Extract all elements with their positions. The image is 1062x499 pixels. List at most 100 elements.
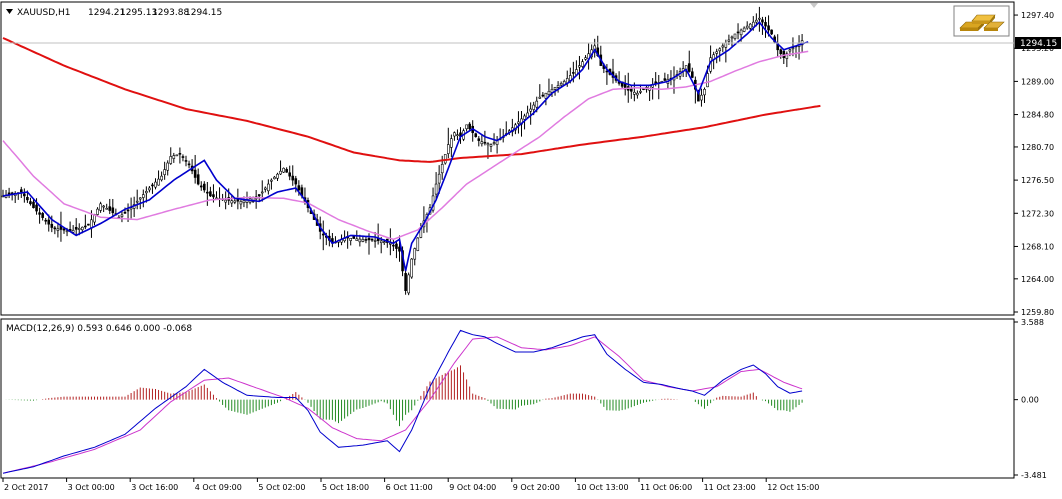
candle-body: [47, 219, 51, 225]
candle-body: [35, 204, 38, 212]
candle-body: [358, 238, 362, 243]
candle-body: [260, 191, 264, 194]
candle-body: [392, 244, 395, 247]
candle-body: [629, 88, 633, 92]
candle-body: [468, 123, 471, 130]
candle-body: [230, 200, 234, 204]
candle-body: [71, 230, 75, 233]
candle-body: [160, 175, 163, 181]
ohlc-low: 1293.88: [152, 8, 189, 18]
candle-body: [474, 133, 478, 137]
candle-body: [364, 239, 368, 241]
price-panel[interactable]: [0, 1, 1015, 316]
current-price-tag: 1294.15: [1015, 37, 1061, 49]
candle-body: [559, 83, 563, 86]
candle-body: [41, 213, 44, 218]
time-tick-label: 10 Oct 13:00: [576, 483, 628, 492]
candle-body: [84, 225, 87, 228]
candle-body: [556, 85, 560, 88]
candle-body: [157, 178, 160, 186]
candle-body: [407, 274, 410, 294]
candle-body: [212, 194, 215, 198]
candle-body: [62, 228, 66, 231]
price-tick-label: 1259.80: [1021, 308, 1054, 317]
candle-body: [87, 223, 90, 226]
candle-body: [50, 223, 54, 228]
time-tick-label: 9 Oct 20:00: [513, 483, 560, 492]
candle-body: [785, 53, 789, 59]
candle-body: [154, 181, 157, 188]
candle-body: [453, 132, 456, 137]
candle-body: [733, 33, 737, 39]
candle-body: [443, 154, 447, 164]
candle-body: [172, 155, 176, 159]
candle-body: [703, 88, 706, 96]
candle-body: [544, 92, 548, 99]
candle-body: [437, 173, 441, 184]
time-tick-label: 3 Oct 00:00: [68, 483, 115, 492]
candle-body: [446, 144, 450, 154]
candle-body: [203, 183, 206, 191]
candle-body: [410, 258, 414, 278]
candle-body: [755, 19, 758, 23]
ohlc-high: 1295.13: [120, 8, 157, 18]
candle-body: [578, 65, 581, 68]
candle-body: [145, 191, 148, 194]
candle-body: [745, 25, 749, 29]
candle-body: [633, 91, 636, 95]
candle-body: [416, 237, 420, 251]
candle-body: [297, 185, 301, 191]
time-tick-label: 4 Oct 09:00: [195, 483, 242, 492]
candle-body: [730, 36, 734, 39]
candle-body: [764, 22, 767, 27]
candle-body: [196, 174, 200, 185]
macd-tick-label: 0.00: [1021, 396, 1039, 405]
candle-body: [169, 156, 173, 164]
candle-body: [148, 187, 151, 191]
candle-body: [742, 27, 746, 32]
candle-body: [727, 39, 731, 42]
candle-body: [184, 160, 188, 162]
price-tick-label: 1276.50: [1021, 176, 1054, 185]
candle-body: [529, 108, 532, 112]
macd-panel[interactable]: [0, 318, 1015, 479]
candle-body: [199, 185, 203, 188]
candle-body: [715, 51, 719, 54]
gold-bars-icon: [953, 5, 1010, 37]
candle-body: [178, 153, 182, 155]
time-axis: 2 Oct 2017 3 Oct 00:00 3 Oct 16:00 4 Oct 09…: [2, 478, 819, 492]
candle-body: [779, 49, 783, 55]
symbol-label: XAUUSD,H1: [17, 8, 71, 18]
candle-body: [224, 199, 227, 203]
candle-body: [187, 163, 191, 166]
candle-body: [367, 238, 371, 241]
triangle-down-icon[interactable]: [6, 9, 13, 14]
candle-body: [138, 197, 142, 200]
candle-body: [257, 194, 261, 197]
ma-mid-line: [2, 50, 809, 241]
candle-body: [434, 183, 438, 195]
candle-body: [163, 169, 166, 175]
price-panel-border: [0, 1, 1015, 316]
time-tick-label: 5 Oct 02:00: [258, 483, 305, 492]
header: XAUUSD,H1 1294.21 1295.13 1293.88 1294.1…: [6, 8, 222, 18]
candle-body: [233, 200, 237, 203]
macd-axis: 3.588 0.00 -3.481: [1014, 318, 1047, 480]
candle-body: [532, 104, 536, 110]
price-tick-label: 1280.70: [1021, 143, 1054, 152]
candle-body: [636, 92, 639, 96]
candle-body: [751, 21, 755, 28]
candle-body: [547, 90, 551, 95]
candle-body: [782, 50, 786, 59]
shift-marker-icon[interactable]: [810, 3, 818, 8]
candle-body: [788, 49, 792, 52]
time-tick-label: 2 Oct 2017: [4, 483, 48, 492]
candle-body: [477, 138, 481, 141]
candle-body: [718, 48, 722, 52]
candle-body: [53, 227, 57, 230]
candle-body: [23, 193, 26, 197]
candle-body: [285, 169, 288, 173]
candle-body: [74, 226, 78, 230]
candle-body: [120, 214, 124, 217]
